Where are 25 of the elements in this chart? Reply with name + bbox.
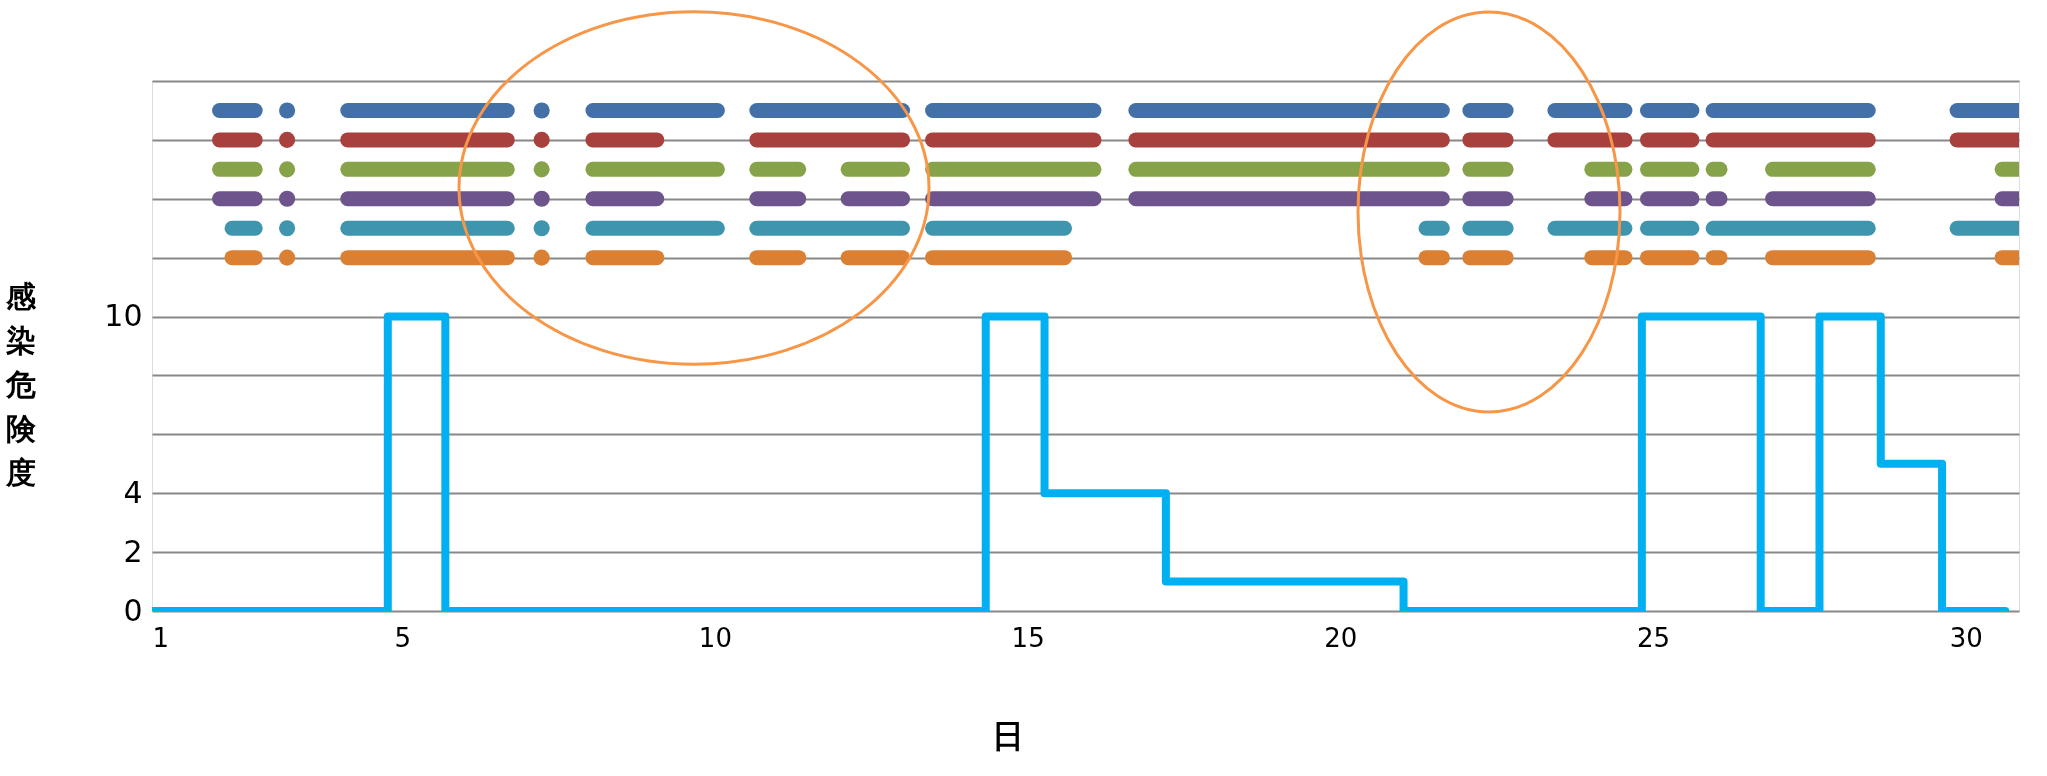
point	[279, 131, 296, 148]
point	[279, 249, 296, 266]
y-tick-label: 2	[123, 533, 143, 569]
point	[533, 190, 550, 207]
y-tick-label: 4	[123, 474, 143, 510]
x-tick-label: 25	[1637, 622, 1671, 653]
x-tick-label: 30	[1949, 622, 1983, 653]
point	[533, 161, 550, 178]
x-tick-label: 15	[1011, 622, 1045, 653]
point	[533, 249, 550, 266]
x-tick-label: 10	[698, 622, 732, 653]
x-tick-label: 20	[1324, 622, 1358, 653]
point	[279, 220, 296, 237]
x-tick-label: 5	[394, 622, 411, 653]
point	[533, 102, 550, 119]
point	[533, 220, 550, 237]
point	[279, 190, 296, 207]
x-tick-label: 1	[152, 622, 170, 653]
y-tick-label: 10	[104, 298, 143, 334]
y-tick-label: 0	[123, 592, 143, 628]
point	[279, 102, 296, 119]
y-axis-title: 感染危険度	[4, 278, 37, 490]
x-axis-title: 日	[991, 716, 1024, 755]
point	[279, 161, 296, 178]
point	[533, 131, 550, 148]
